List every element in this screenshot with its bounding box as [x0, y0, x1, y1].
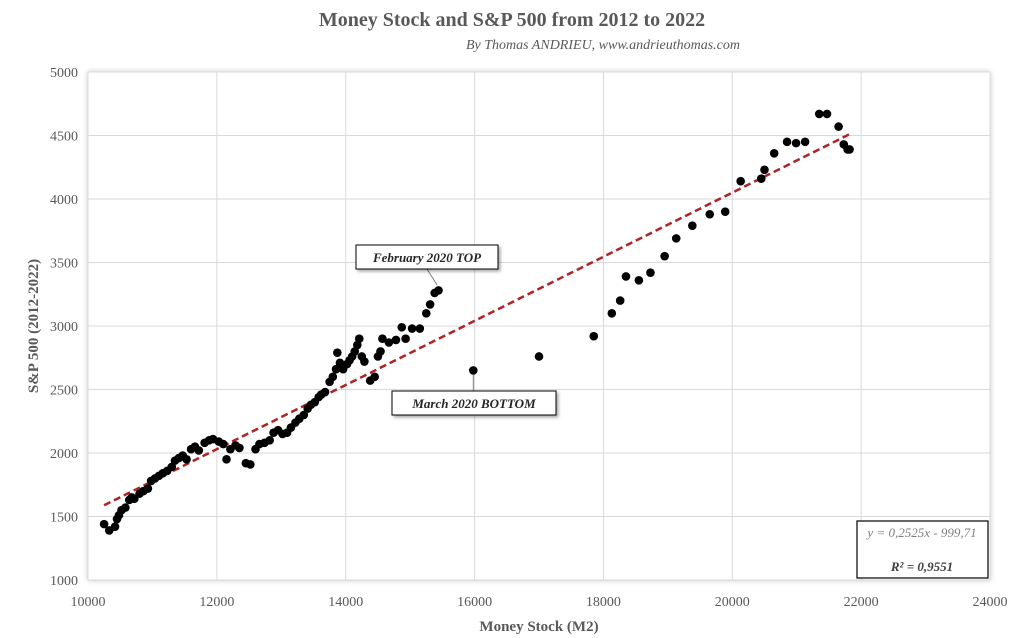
top-callout-box [355, 244, 499, 270]
data-point [434, 286, 443, 295]
data-point [110, 522, 120, 531]
x-tick-label: 20000 [715, 595, 750, 610]
y-tick-label: 1500 [50, 511, 78, 526]
data-point [671, 234, 681, 243]
data-point [401, 334, 410, 344]
data-point [834, 122, 843, 131]
data-point [615, 296, 625, 305]
data-point [222, 455, 231, 464]
x-tick-label: 22000 [844, 595, 879, 610]
x-tick-label: 18000 [586, 595, 621, 610]
data-point [425, 300, 435, 309]
chart-subtitle: By Thomas ANDRIEU, www.andrieuthomas.com [466, 38, 740, 53]
data-point [219, 439, 228, 449]
data-point [756, 174, 766, 183]
y-tick-label: 4000 [50, 193, 78, 208]
trendline-equation-box [856, 520, 989, 579]
data-point [845, 145, 854, 154]
x-tick-label: 16000 [457, 595, 492, 610]
data-point [407, 324, 417, 333]
x-tick-label: 10000 [71, 595, 106, 610]
x-tick-label: 14000 [328, 595, 363, 610]
data-point [589, 331, 599, 341]
data-point [265, 436, 274, 445]
bottom-callout-label: March 2020 BOTTOM [411, 396, 536, 411]
data-point [534, 352, 544, 361]
data-point [370, 372, 380, 382]
data-point [299, 410, 309, 420]
data-point [634, 275, 644, 285]
trendline [103, 132, 853, 507]
data-point [328, 372, 338, 382]
data-point [800, 137, 810, 147]
y-axis-ticks: 1000 1500 2000 2500 3000 3500 4000 4500 5000 [50, 66, 78, 589]
data-point [468, 366, 478, 375]
chart-title: Money Stock and S&P 500 from 2012 to 202… [319, 9, 705, 31]
data-point [182, 455, 191, 464]
data-point [99, 519, 109, 529]
data-point [378, 334, 387, 344]
trendline-r-squared: R² = 0,9551 [890, 559, 953, 574]
data-point [782, 137, 792, 147]
data-point [415, 324, 425, 333]
bottom-callout-box [391, 390, 557, 416]
top-callout-leader [426, 268, 438, 286]
data-point [660, 251, 669, 261]
data-point [320, 387, 330, 397]
data-point [760, 165, 769, 175]
data-point [705, 209, 715, 219]
y-tick-label: 2000 [50, 447, 78, 462]
data-point [736, 176, 745, 186]
data-point [333, 348, 342, 357]
trendline-equation: y = 0,2525x - 999,71 [865, 525, 976, 540]
data-point [376, 347, 385, 356]
data-point [421, 309, 431, 318]
data-point [822, 109, 832, 119]
data-point [720, 207, 730, 216]
data-point [688, 221, 697, 230]
y-axis-label: S&P 500 (2012-2022) [26, 259, 42, 393]
y-tick-label: 5000 [50, 66, 78, 81]
data-point [335, 358, 345, 368]
grid-lines [87, 71, 991, 581]
data-point [391, 335, 401, 345]
data-point [167, 462, 177, 472]
y-tick-label: 4500 [50, 130, 78, 145]
top-callout-label: February 2020 TOP [372, 250, 482, 265]
data-point [354, 334, 364, 344]
data-point [791, 138, 801, 148]
y-tick-label: 3000 [50, 320, 78, 335]
x-tick-label: 24000 [973, 595, 1008, 610]
data-point [331, 364, 341, 374]
data-point [607, 309, 617, 318]
data-point [194, 446, 204, 455]
data-point [621, 272, 631, 281]
data-point [121, 503, 130, 512]
data-point [397, 322, 407, 332]
data-points [99, 109, 854, 535]
y-tick-label: 1000 [50, 574, 78, 589]
data-point [360, 357, 369, 366]
data-point [235, 443, 244, 453]
x-tick-label: 12000 [199, 595, 234, 610]
y-tick-label: 3500 [50, 257, 78, 272]
data-point [814, 109, 824, 119]
data-point [646, 268, 655, 277]
data-point [769, 148, 779, 158]
data-point [246, 460, 255, 469]
x-axis-ticks: 10000 12000 14000 16000 18000 20000 22000 24000 [71, 595, 1008, 610]
x-axis-label: Money Stock (M2) [479, 619, 598, 635]
data-point [384, 338, 394, 347]
y-tick-label: 2500 [50, 384, 78, 399]
data-point [143, 484, 153, 493]
